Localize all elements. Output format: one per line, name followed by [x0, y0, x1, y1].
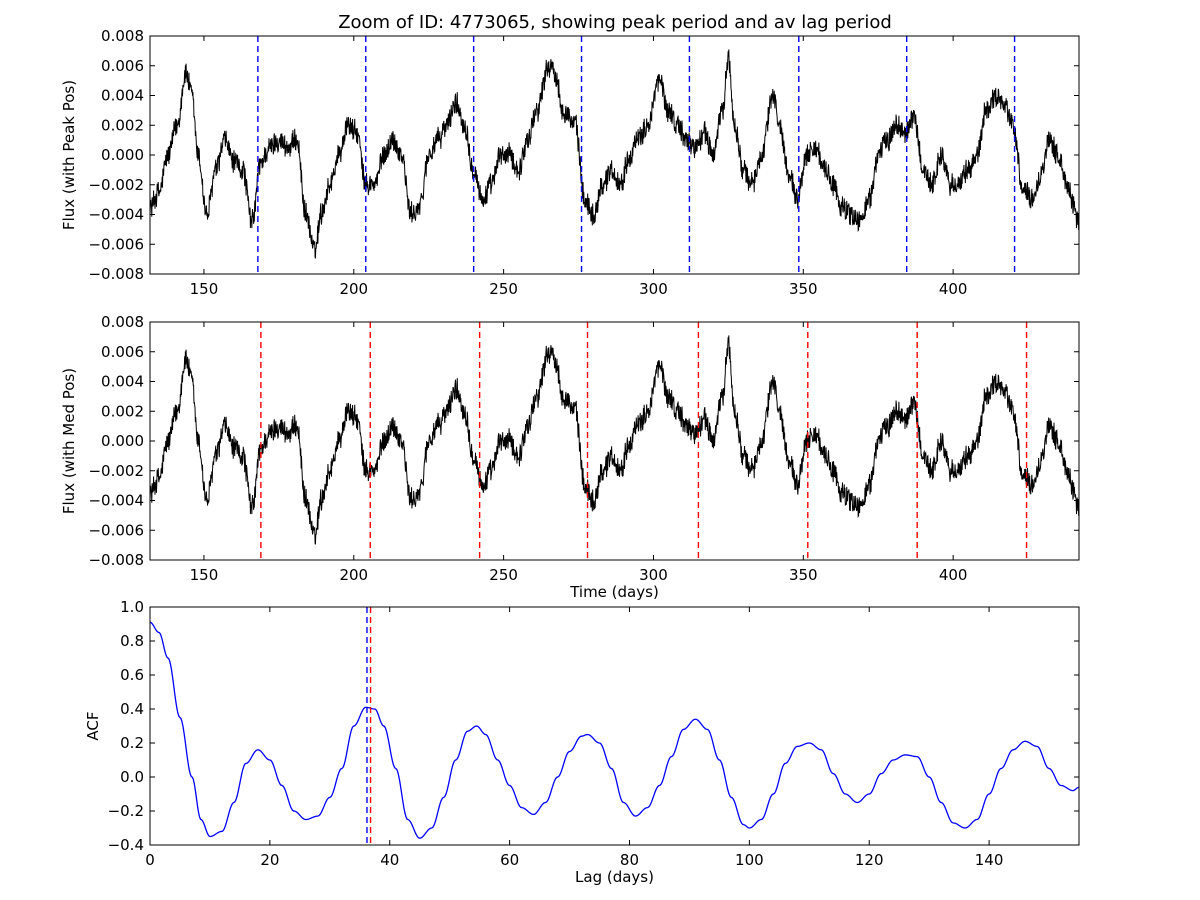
peak-ytick-label-6: 0.004 [101, 87, 144, 105]
peak-ytick-label-1: −0.006 [88, 235, 144, 253]
acf-series-line [150, 621, 1079, 839]
med-ytick-label-7: 0.006 [101, 343, 144, 361]
acf-ytick-label-3: 0.2 [120, 734, 144, 752]
med-xtick-label-3: 300 [639, 566, 668, 584]
peak-ytick-label-5: 0.002 [101, 116, 144, 134]
acf-xtick-label-2: 40 [380, 851, 399, 869]
acf-ytick-label-0: −0.4 [108, 836, 144, 854]
med-xlabel: Time (days) [569, 583, 659, 601]
acf-xtick-label-0: 0 [145, 851, 155, 869]
peak-series-line [150, 49, 1079, 259]
figure-title: Zoom of ID: 4773065, showing peak period… [338, 12, 892, 33]
peak-ylabel: Flux (with Peak Pos) [60, 80, 78, 230]
med-series-line [150, 335, 1079, 545]
med-xtick-label-2: 250 [489, 566, 518, 584]
acf-xtick-label-6: 120 [855, 851, 884, 869]
peak-xtick-label-4: 350 [789, 280, 818, 298]
med-xtick-label-4: 350 [789, 566, 818, 584]
med-ytick-label-8: 0.008 [101, 313, 144, 331]
med-ylabel: Flux (with Med Pos) [60, 368, 78, 514]
acf-ytick-label-5: 0.6 [120, 666, 144, 684]
med-ytick-label-3: −0.002 [88, 462, 144, 480]
peak-ytick-label-3: −0.002 [88, 176, 144, 194]
peak-ytick-label-0: −0.008 [88, 265, 144, 283]
acf-axes-frame [149, 606, 1080, 846]
med-ytick-label-2: −0.004 [88, 492, 144, 510]
med-xtick-label-5: 400 [939, 566, 968, 584]
acf-panel: 0 20 40 60 80 100 120 140 −0.4 −0.2 0.0 0.2 0.4 0.6 0.… [84, 598, 1080, 886]
acf-ytick-label-2: 0.0 [120, 768, 144, 786]
med-ytick-label-1: −0.006 [88, 521, 144, 539]
med-ytick-label-5: 0.002 [101, 402, 144, 420]
peak-xtick-label-0: 150 [190, 280, 219, 298]
acf-ytick-label-6: 0.8 [120, 632, 144, 650]
med-xtick-label-0: 150 [190, 566, 219, 584]
acf-ytick-label-1: −0.2 [108, 802, 144, 820]
acf-xtick-label-5: 100 [735, 851, 764, 869]
med-axes-frame [149, 321, 1080, 561]
peak-ytick-label-7: 0.006 [101, 57, 144, 75]
peak-xtick-label-3: 300 [639, 280, 668, 298]
peak-axes-frame [149, 35, 1080, 275]
flux-peak-pos-panel: 150 200 250 300 350 400 −0.008 −0.006 −0.004 −0.0… [60, 27, 1080, 298]
med-ytick-label-0: −0.008 [88, 551, 144, 569]
med-ytick-label-6: 0.004 [101, 373, 144, 391]
acf-xtick-label-3: 60 [500, 851, 519, 869]
acf-ylabel: ACF [84, 711, 102, 740]
peak-xtick-label-1: 200 [339, 280, 368, 298]
med-ytick-label-4: 0.000 [101, 432, 144, 450]
acf-xtick-label-7: 140 [975, 851, 1004, 869]
flux-med-pos-panel: 150 200 250 300 350 400 −0.008 −0.006 −0.004 −0.0… [60, 313, 1080, 601]
acf-xtick-label-4: 80 [620, 851, 639, 869]
peak-xtick-label-5: 400 [939, 280, 968, 298]
peak-ytick-label-2: −0.004 [88, 206, 144, 224]
med-xtick-label-1: 200 [339, 566, 368, 584]
peak-ytick-label-4: 0.000 [101, 146, 144, 164]
acf-ytick-label-7: 1.0 [120, 598, 144, 616]
peak-xtick-label-2: 250 [489, 280, 518, 298]
acf-xlabel: Lag (days) [575, 868, 654, 886]
acf-xtick-label-1: 20 [260, 851, 279, 869]
peak-ytick-label-8: 0.008 [101, 27, 144, 45]
acf-ytick-label-4: 0.4 [120, 700, 144, 718]
